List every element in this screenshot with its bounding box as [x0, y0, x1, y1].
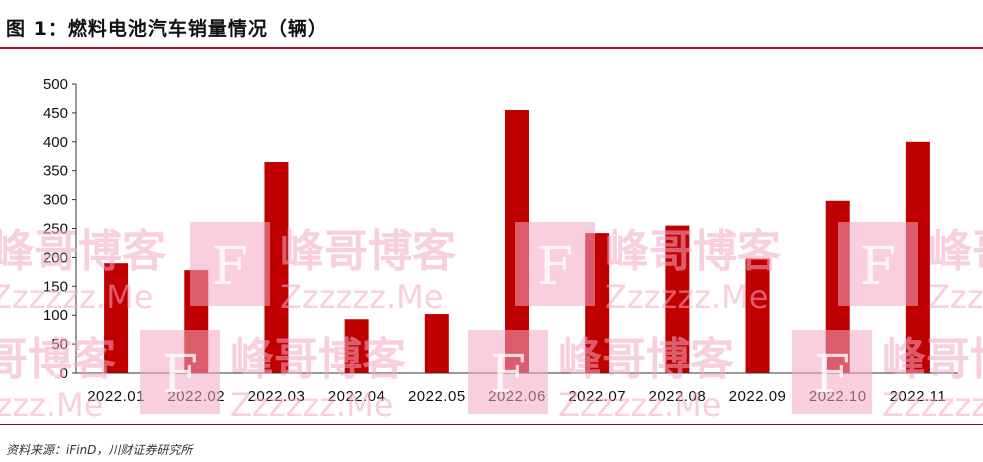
x-tick-label: 2022.04 — [328, 388, 386, 405]
y-tick-label: 100 — [43, 307, 68, 324]
x-tick-label: 2022.08 — [648, 388, 706, 405]
x-tick-label: 2022.09 — [729, 388, 787, 405]
chart-title: 图 1：燃料电池汽车销量情况（辆） — [6, 18, 328, 40]
y-tick-label: 50 — [51, 336, 68, 353]
y-tick-label: 450 — [43, 105, 68, 122]
x-tick-label: 2022.10 — [809, 388, 867, 405]
bar-2022.03 — [264, 162, 289, 373]
bar-2022.06 — [505, 110, 529, 373]
y-tick-label: 400 — [43, 134, 68, 151]
bar-2022.02 — [184, 270, 209, 373]
x-tick-label: 2022.02 — [167, 388, 225, 405]
bar-2022.07 — [585, 233, 610, 373]
x-tick-label: 2022.11 — [890, 388, 947, 405]
y-tick-label: 0 — [60, 365, 68, 382]
y-tick-label: 300 — [43, 192, 68, 209]
bar-2022.08 — [665, 225, 690, 373]
bar-2022.04 — [344, 319, 369, 373]
y-tick-label: 200 — [43, 249, 68, 266]
x-tick-label: 2022.05 — [408, 388, 466, 405]
y-tick-label: 250 — [43, 221, 68, 238]
x-tick-label: 2022.06 — [488, 388, 546, 405]
y-tick-label: 500 — [43, 76, 68, 93]
x-tick-label: 2022.07 — [568, 388, 626, 405]
footer-divider — [0, 424, 983, 425]
bar-2022.01 — [104, 263, 129, 373]
x-tick-label: 2022.03 — [248, 388, 306, 405]
bar-2022.10 — [825, 200, 850, 373]
bar-2022.11 — [905, 141, 930, 373]
y-tick-label: 150 — [43, 278, 68, 295]
x-tick-label: 2022.01 — [87, 388, 145, 405]
bar-2022.05 — [424, 314, 449, 373]
source-note: 资料来源：iFinD，川财证券研究所 — [6, 443, 193, 457]
bar-2022.09 — [745, 258, 770, 373]
y-tick-label: 350 — [43, 163, 68, 180]
title-divider — [0, 47, 983, 49]
